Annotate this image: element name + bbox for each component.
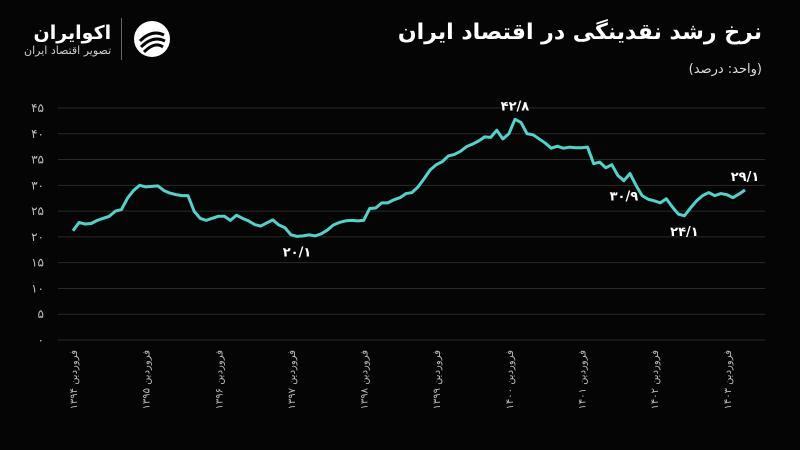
brand-icon [134, 21, 171, 57]
y-tick-label: ۱۰ [31, 281, 44, 295]
x-tick-label: فروردین ۱۳۹۹ [432, 350, 443, 410]
value-label: ۴۲/۸ [501, 99, 530, 114]
brand: اکوایران تصویر اقتصاد ایران [24, 18, 172, 60]
y-tick-label: ۵ [38, 307, 44, 321]
separator [121, 18, 123, 60]
value-label: ۳۰/۹ [610, 190, 639, 205]
x-tick-label: فروردین ۱۴۰۱ [578, 350, 589, 410]
y-tick-label: ۰ [38, 333, 44, 347]
brand-text: اکوایران تصویر اقتصاد ایران [24, 22, 111, 57]
value-label: ۲۴/۱ [670, 225, 699, 240]
y-tick-label: ۳۰ [31, 178, 44, 192]
x-tick-label: فروردین ۱۴۰۲ [650, 350, 661, 410]
y-tick-label: ۳۵ [31, 153, 44, 167]
brand-name: اکوایران [33, 21, 112, 44]
data-line [71, 117, 746, 238]
x-tick-label: فروردین ۱۳۹۷ [287, 350, 298, 410]
y-tick-label: ۴۵ [31, 101, 44, 115]
x-tick-label: فروردین ۱۴۰۰ [505, 350, 516, 410]
x-tick-label: فروردین ۱۳۹۵ [142, 350, 153, 410]
y-tick-label: ۴۰ [31, 127, 44, 141]
x-tick-label: فروردین ۱۳۹۴ [69, 350, 80, 410]
value-label: ۲۰/۱ [283, 245, 312, 260]
chart-subtitle: (واحد: درصد) [688, 62, 762, 77]
x-tick-label: فروردین ۱۳۹۶ [214, 350, 225, 410]
x-tick-label: فروردین ۱۳۹۸ [360, 350, 371, 410]
y-tick-label: ۲۰ [31, 230, 44, 244]
x-tick-label: فروردین ۱۴۰۳ [723, 350, 734, 410]
y-tick-label: ۲۵ [31, 204, 44, 218]
value-label: ۲۹/۱ [731, 170, 760, 185]
brand-tagline: تصویر اقتصاد ایران [24, 43, 112, 57]
y-tick-label: ۱۵ [31, 256, 44, 270]
chart-title: نرخ رشد نقدینگی در اقتصاد ایران [397, 20, 762, 45]
